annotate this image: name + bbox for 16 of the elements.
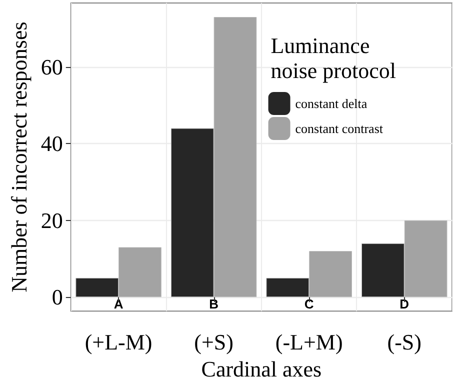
x-axis-title: Cardinal axes (201, 356, 322, 382)
x-tick-label: (-L+M) (275, 330, 343, 355)
y-tick-label: 40 (40, 131, 63, 156)
legend-label: constant delta (295, 96, 368, 111)
annotation: B (209, 296, 219, 312)
y-axis-title: Number of incorrect responses (6, 22, 32, 292)
annotation: D (400, 296, 410, 312)
annotation: C (304, 296, 314, 312)
x-tick-label: (+S) (194, 330, 234, 355)
x-tick-label: (-S) (387, 330, 422, 355)
x-tick-label: (+L-M) (84, 330, 152, 355)
y-tick-label: 60 (40, 54, 63, 80)
y-tick-label: 20 (40, 208, 63, 233)
legend-label: constant contrast (295, 121, 384, 136)
legend-title: Luminance noise protocol (270, 33, 396, 83)
y-tick-label: 0 (52, 284, 63, 310)
